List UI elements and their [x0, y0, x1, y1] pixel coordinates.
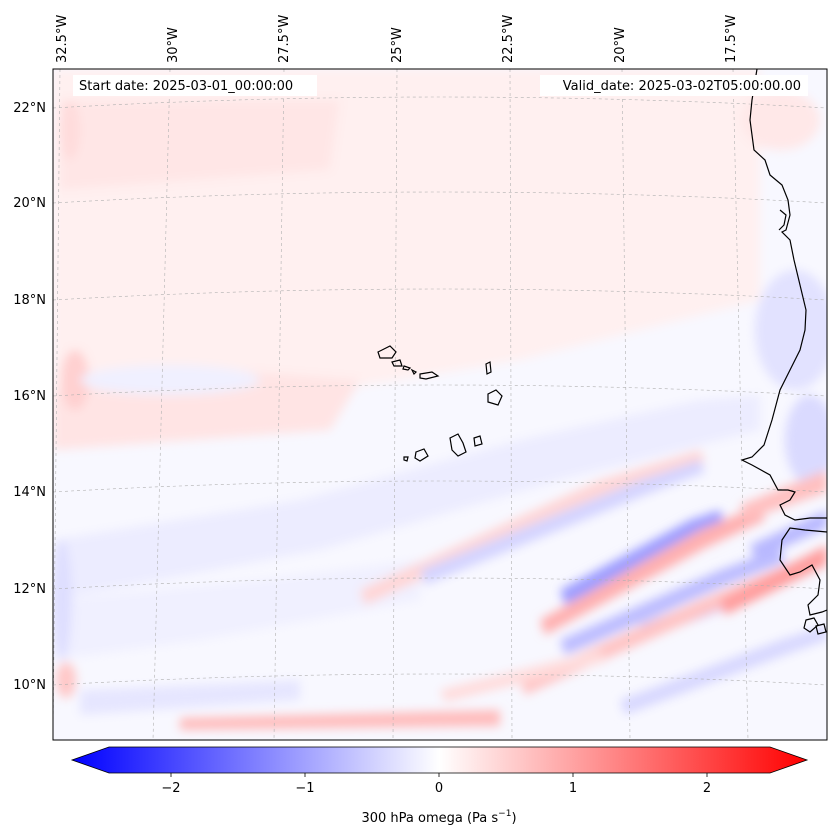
map-panel: Start date: 2025-03-01_00:00:00 Valid_da…	[52, 68, 828, 741]
meridian-line	[621, 69, 631, 740]
omega-negative-streak	[620, 625, 827, 715]
africa-coastline	[779, 527, 827, 616]
omega-field	[53, 69, 827, 730]
coastlines	[740, 69, 827, 635]
omega-positive-region	[60, 100, 340, 190]
start-date-label: Start date: 2025-03-01_00:00:00	[79, 79, 293, 94]
meridian-line	[273, 69, 285, 740]
lat-label: 22°N	[13, 101, 46, 116]
lat-label: 12°N	[13, 582, 46, 597]
omega-negative-region	[80, 365, 260, 395]
island	[403, 456, 409, 462]
omega-negative-region	[53, 560, 420, 660]
omega-negative-streak	[420, 460, 705, 585]
island	[487, 389, 503, 406]
start-date-box	[73, 75, 317, 96]
colorbar-label-close: )	[511, 811, 516, 826]
valid-date-label: Valid_date: 2025-03-02T05:00:00.00	[563, 79, 801, 94]
latitude-labels: 22°N 20°N 18°N 16°N 14°N 12°N 10°N	[13, 101, 46, 693]
parallel-line	[53, 191, 827, 204]
omega-negative-streak	[560, 548, 785, 655]
omega-positive-region	[61, 350, 89, 410]
island	[419, 371, 440, 380]
island	[815, 623, 827, 635]
lon-label: 22.5°W	[501, 15, 516, 63]
lat-label: 18°N	[13, 293, 46, 308]
lat-label: 20°N	[13, 196, 46, 211]
omega-negative-streak	[560, 510, 725, 605]
omega-positive-region	[740, 90, 820, 150]
lat-label: 16°N	[13, 389, 46, 404]
omega-positive-streak	[720, 545, 827, 615]
colorbar-tick-label: 2	[703, 781, 711, 796]
island	[449, 433, 467, 457]
lon-label: 32.5°W	[55, 15, 70, 63]
lat-label: 14°N	[13, 485, 46, 500]
omega-negative-region	[80, 680, 300, 715]
parallel-line	[53, 673, 827, 686]
parallel-line	[53, 384, 827, 397]
colorbar-scale	[70, 746, 809, 774]
colorbar: −2 −1 0 1 2 300 hPa omega (Pa s−1)	[70, 746, 809, 826]
map-frame	[52, 68, 828, 741]
colorbar-label-main: 300 hPa omega (Pa s	[361, 811, 498, 826]
longitude-labels: 32.5°W 30°W 27.5°W 25°W 22.5°W 20°W 17.5…	[55, 15, 739, 63]
meridian-line	[392, 69, 398, 740]
island	[410, 368, 418, 376]
island	[485, 361, 492, 375]
lon-label: 27.5°W	[277, 15, 292, 63]
island	[414, 448, 429, 462]
lon-label: 25°W	[390, 27, 405, 63]
parallel-line	[53, 288, 827, 301]
lon-label: 20°W	[613, 27, 628, 63]
island	[377, 345, 397, 359]
island	[803, 617, 819, 633]
colorbar-tick-labels: −2 −1 0 1 2	[161, 781, 711, 796]
lon-label: 30°W	[166, 27, 181, 63]
valid-date-box	[540, 75, 808, 96]
island	[473, 435, 483, 447]
parallel-line	[53, 96, 827, 109]
omega-positive-region	[56, 662, 76, 698]
colorbar-label: 300 hPa omega (Pa s−1)	[361, 809, 516, 826]
africa-coastline	[740, 69, 827, 521]
colorbar-tick-label: 1	[569, 781, 577, 796]
omega-positive-streak	[440, 650, 605, 702]
omega-negative-region	[53, 540, 72, 660]
meridian-line	[509, 69, 513, 740]
island	[402, 365, 412, 371]
colorbar-label-exponent: −1	[498, 809, 511, 819]
map-gridlines	[53, 69, 827, 740]
coastline-inlet	[778, 209, 787, 231]
meridian-line	[732, 69, 749, 740]
omega-positive-region	[180, 710, 500, 730]
island	[391, 359, 403, 367]
meridian-line	[152, 69, 171, 740]
omega-negative-region	[785, 395, 827, 485]
omega-negative-region	[53, 395, 760, 600]
omega-positive-streak	[740, 470, 827, 520]
omega-negative-region	[755, 270, 827, 390]
colorbar-tick-label: −2	[161, 781, 180, 796]
colorbar-tick-label: 0	[435, 781, 443, 796]
omega-positive-streak	[540, 505, 765, 635]
cape-verde-islands	[377, 345, 503, 462]
lon-label: 17.5°W	[724, 15, 739, 63]
colorbar-tick-marks	[170, 773, 708, 777]
meridian-line	[53, 69, 61, 740]
parallel-line	[53, 480, 827, 493]
omega-positive-region	[60, 100, 80, 160]
parallel-line	[53, 577, 827, 590]
omega-negative-streak	[750, 510, 827, 560]
lat-label: 10°N	[13, 678, 46, 693]
colorbar-tick-label: −1	[295, 781, 314, 796]
